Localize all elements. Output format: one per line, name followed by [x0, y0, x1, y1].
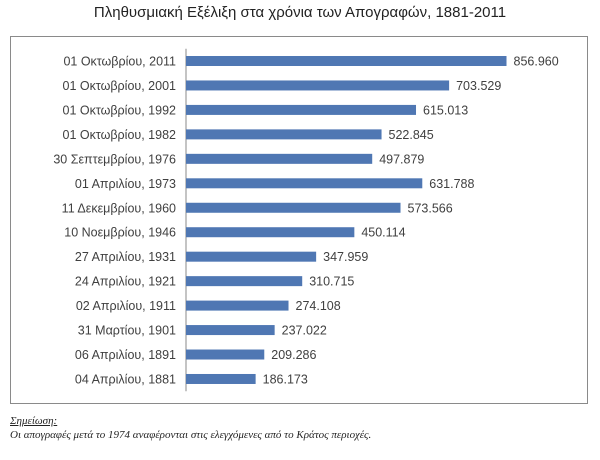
category-label: 06 Απριλίου, 1891 — [75, 348, 176, 362]
category-label: 10 Νοεμβρίου, 1946 — [64, 226, 176, 240]
bar — [186, 178, 423, 189]
data-label: 209.286 — [271, 348, 316, 362]
bar — [186, 276, 303, 287]
data-label: 856.960 — [514, 55, 559, 69]
data-label: 274.108 — [296, 299, 341, 313]
category-label: 02 Απριλίου, 1911 — [76, 299, 176, 313]
chart-title: Πληθυσμιακή Εξέλιξη στα χρόνια των Απογρ… — [93, 4, 507, 21]
bar — [186, 104, 417, 115]
data-label: 522.845 — [389, 128, 434, 142]
bar — [186, 129, 382, 140]
data-label: 237.022 — [282, 324, 327, 338]
bar — [186, 56, 507, 66]
bar — [186, 227, 355, 238]
bar — [186, 153, 373, 164]
bar — [186, 202, 401, 213]
data-label: 615.013 — [423, 103, 468, 117]
category-label: 11 Δεκεμβρίου, 1960 — [62, 201, 176, 215]
data-label: 186.173 — [263, 372, 308, 386]
bar — [186, 251, 317, 262]
data-label: 573.566 — [408, 201, 453, 215]
data-label: 310.715 — [309, 275, 354, 289]
data-label: 703.529 — [456, 79, 501, 93]
data-label: 450.114 — [361, 226, 405, 240]
footnote-text: Οι απογραφές μετά το 1974 αναφέρονται στ… — [10, 429, 372, 441]
category-label: 01 Οκτωβρίου, 1982 — [63, 128, 177, 142]
category-label: 27 Απριλίου, 1931 — [75, 250, 176, 264]
category-label: 31 Μαρτίου, 1901 — [78, 324, 176, 338]
chart-frame — [10, 36, 588, 404]
category-label: 01 Οκτωβρίου, 2001 — [63, 79, 177, 93]
bar-chart: 01 Οκτωβρίου, 2011 856.960 01 Οκτωβρίου, 2… — [53, 48, 559, 392]
data-label: 347.959 — [323, 250, 368, 264]
data-label: 497.879 — [379, 152, 424, 166]
category-label: 01 Οκτωβρίου, 2011 — [63, 55, 176, 69]
bar — [186, 80, 450, 91]
bar — [186, 373, 256, 384]
bar — [186, 349, 265, 360]
bar — [186, 300, 289, 311]
bar — [186, 325, 275, 336]
category-label: 01 Απριλίου, 1973 — [75, 177, 176, 191]
category-label: 24 Απριλίου, 1921 — [75, 275, 176, 289]
footnote-heading: Σημείωση: — [10, 415, 58, 427]
category-label: 04 Απριλίου, 1881 — [75, 372, 176, 386]
category-label: 30 Σεπτεμβρίου, 1976 — [53, 152, 176, 166]
category-label: 01 Οκτωβρίου, 1992 — [63, 103, 177, 117]
data-label: 631.788 — [429, 177, 474, 191]
footnote: Σημείωση: Οι απογραφές μετά το 1974 αναφ… — [10, 414, 371, 442]
